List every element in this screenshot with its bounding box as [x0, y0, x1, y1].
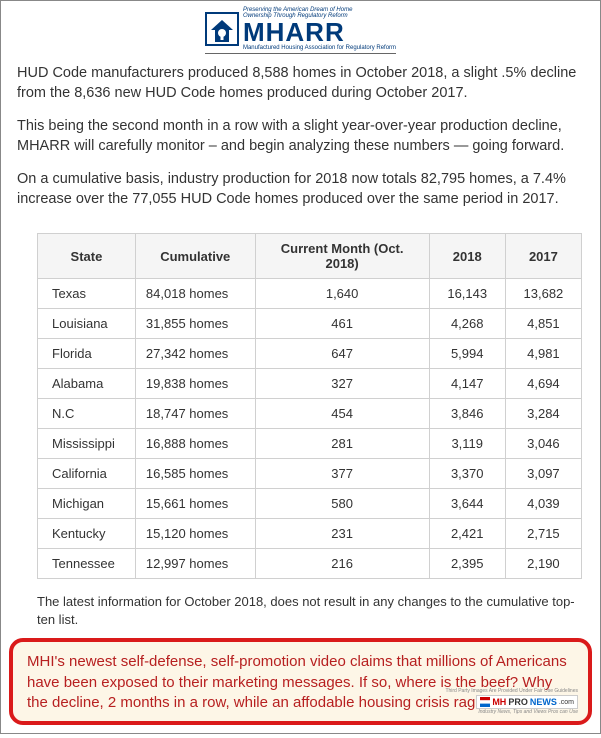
cell-2018: 3,119	[429, 429, 505, 459]
page-container: Preserving the American Dream of Home Ow…	[0, 0, 601, 734]
cell-2017: 4,039	[505, 489, 581, 519]
table-row: Louisiana31,855 homes4614,2684,851	[38, 309, 582, 339]
cell-2018: 16,143	[429, 279, 505, 309]
attribution-tagline: Industry News, Tips and Views Pros can U…	[445, 709, 578, 715]
logo-part-news: NEWS	[530, 697, 557, 707]
paragraph-3: On a cumulative basis, industry producti…	[17, 170, 584, 209]
production-table: State Cumulative Current Month (Oct. 201…	[37, 233, 582, 579]
cell-month: 580	[255, 489, 429, 519]
cell-2017: 3,097	[505, 459, 581, 489]
cell-state: Florida	[38, 339, 136, 369]
cell-cumulative: 27,342 homes	[135, 339, 255, 369]
attribution-disclaimer: Third Party Images Are Provided Under Fa…	[445, 688, 578, 694]
table-row: Mississippi16,888 homes2813,1193,046	[38, 429, 582, 459]
col-cum: Cumulative	[135, 234, 255, 279]
house-icon	[205, 12, 239, 46]
paragraph-1: HUD Code manufacturers produced 8,588 ho…	[17, 64, 584, 103]
cell-2017: 4,694	[505, 369, 581, 399]
table-row: N.C18,747 homes4543,8463,284	[38, 399, 582, 429]
cell-2017: 4,981	[505, 339, 581, 369]
flag-icon	[480, 697, 490, 707]
col-state: State	[38, 234, 136, 279]
cell-state: Tennessee	[38, 549, 136, 579]
cell-2017: 2,190	[505, 549, 581, 579]
cell-cumulative: 19,838 homes	[135, 369, 255, 399]
cell-state: Alabama	[38, 369, 136, 399]
logo-text: Preserving the American Dream of Home Ow…	[243, 7, 396, 51]
cell-month: 377	[255, 459, 429, 489]
cell-2018: 2,395	[429, 549, 505, 579]
callout-attribution: Third Party Images Are Provided Under Fa…	[445, 688, 578, 715]
cell-2018: 4,147	[429, 369, 505, 399]
cell-month: 231	[255, 519, 429, 549]
cell-cumulative: 31,855 homes	[135, 309, 255, 339]
cell-cumulative: 84,018 homes	[135, 279, 255, 309]
cell-cumulative: 18,747 homes	[135, 399, 255, 429]
table-row: Michigan15,661 homes5803,6444,039	[38, 489, 582, 519]
cell-state: Kentucky	[38, 519, 136, 549]
logo-bar: Preserving the American Dream of Home Ow…	[1, 1, 600, 58]
cell-month: 216	[255, 549, 429, 579]
logo-part-mh: MH	[492, 697, 506, 707]
cell-state: Texas	[38, 279, 136, 309]
cell-month: 461	[255, 309, 429, 339]
cell-state: Michigan	[38, 489, 136, 519]
editorial-callout: MHI's newest self-defense, self-promotio…	[9, 638, 592, 725]
cell-month: 327	[255, 369, 429, 399]
table-row: Tennessee12,997 homes2162,3952,190	[38, 549, 582, 579]
cell-cumulative: 15,661 homes	[135, 489, 255, 519]
cell-2018: 3,846	[429, 399, 505, 429]
cell-2018: 5,994	[429, 339, 505, 369]
logo-part-suffix: .com	[559, 699, 574, 706]
cell-cumulative: 15,120 homes	[135, 519, 255, 549]
cell-cumulative: 12,997 homes	[135, 549, 255, 579]
cell-2017: 13,682	[505, 279, 581, 309]
logo-subtitle: Manufactured Housing Association for Reg…	[243, 45, 396, 51]
mharr-logo: Preserving the American Dream of Home Ow…	[205, 7, 396, 54]
cell-2017: 3,284	[505, 399, 581, 429]
paragraph-2: This being the second month in a row wit…	[17, 117, 584, 156]
cell-month: 1,640	[255, 279, 429, 309]
table-row: Texas84,018 homes1,64016,14313,682	[38, 279, 582, 309]
cell-2017: 2,715	[505, 519, 581, 549]
cell-month: 281	[255, 429, 429, 459]
cell-month: 647	[255, 339, 429, 369]
table-row: Alabama19,838 homes3274,1474,694	[38, 369, 582, 399]
logo-main-text: MHARR	[243, 19, 345, 45]
cell-cumulative: 16,888 homes	[135, 429, 255, 459]
mhpronews-logo: MHPRONEWS.com	[476, 695, 578, 709]
table-footnote: The latest information for October 2018,…	[1, 579, 600, 632]
cell-cumulative: 16,585 homes	[135, 459, 255, 489]
cell-2018: 3,370	[429, 459, 505, 489]
cell-2017: 3,046	[505, 429, 581, 459]
col-month: Current Month (Oct. 2018)	[255, 234, 429, 279]
cell-state: Mississippi	[38, 429, 136, 459]
article-body: HUD Code manufacturers produced 8,588 ho…	[1, 58, 600, 229]
cell-month: 454	[255, 399, 429, 429]
table-row: Kentucky15,120 homes2312,4212,715	[38, 519, 582, 549]
col-2018: 2018	[429, 234, 505, 279]
cell-2018: 3,644	[429, 489, 505, 519]
cell-state: Louisiana	[38, 309, 136, 339]
table-header-row: State Cumulative Current Month (Oct. 201…	[38, 234, 582, 279]
cell-state: N.C	[38, 399, 136, 429]
cell-2017: 4,851	[505, 309, 581, 339]
table-row: Florida27,342 homes6475,9944,981	[38, 339, 582, 369]
logo-part-pro: PRO	[508, 697, 528, 707]
table-row: California16,585 homes3773,3703,097	[38, 459, 582, 489]
cell-state: California	[38, 459, 136, 489]
cell-2018: 2,421	[429, 519, 505, 549]
cell-2018: 4,268	[429, 309, 505, 339]
col-2017: 2017	[505, 234, 581, 279]
